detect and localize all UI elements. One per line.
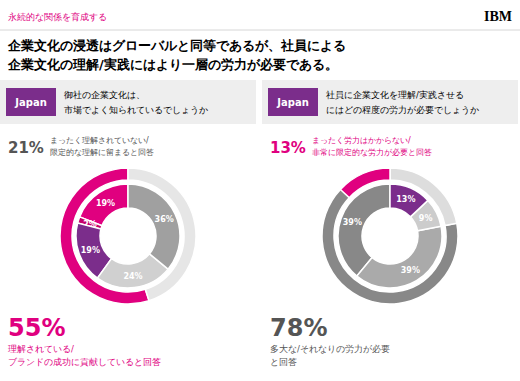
pie-panel: Japan御社の企業文化は、市場でよく知られているでしょうか19%2%19%24…: [0, 80, 256, 367]
data-label: 39%: [343, 218, 362, 227]
data-label: 13%: [396, 195, 415, 204]
annotation-value: 78%: [270, 314, 327, 342]
brand: IBM: [484, 9, 512, 24]
annotation-text: 多大な/それなりの労力が必要: [270, 344, 390, 354]
page: 永続的な関係を育成する IBM 企業文化の浸透はグローバルと同等であるが、社員による…: [0, 0, 520, 381]
question-band: [262, 80, 518, 124]
annotation-text: と回答: [270, 357, 297, 367]
annotation-value: 55%: [8, 314, 65, 342]
question: 社員に企業文化を理解/実践させる: [326, 90, 464, 100]
subtitle: 永続的な関係を育成する: [8, 12, 107, 22]
ring-segment: [322, 168, 458, 304]
title: 企業文化の理解/実践にはより一層の労力が必要である。: [7, 57, 338, 72]
annotation-text: 非常に限定的な労力が必要と回答: [312, 148, 432, 157]
data-label: 9%: [419, 214, 433, 223]
region-label: Japan: [276, 97, 309, 108]
annotation-value: 13%: [270, 139, 306, 157]
region-label: Japan: [14, 97, 47, 108]
annotation-text: まったく労力はかからない/: [312, 136, 411, 145]
annotation-text: まったく理解されていない/: [50, 136, 149, 145]
header-rule: [0, 30, 520, 31]
question: 市場でよく知られているでしょうか: [64, 105, 208, 115]
region-badge: [268, 88, 318, 116]
annotation-text: ブランドの成功に貢献していると回答: [8, 357, 161, 367]
ring-segment: [128, 168, 196, 301]
ring-segment: [60, 168, 149, 304]
annotation-text: 理解されている/: [8, 344, 74, 354]
data-label: 19%: [81, 246, 100, 255]
question: 御社の企業文化は、: [64, 90, 145, 100]
pie-panel: Japan 社員に企業文化を理解/実践させるにはどの程度の労力が必要でしょうか 39…: [262, 80, 518, 367]
region-badge: [6, 88, 56, 116]
annotation-text: 限定的な理解に留まると回答: [50, 148, 154, 157]
ring-segment: [390, 168, 457, 226]
question-band: [0, 80, 256, 124]
data-label: 36%: [155, 215, 174, 224]
ring-segment: [340, 168, 390, 198]
annotation-value: 21%: [8, 139, 44, 157]
data-label: 19%: [96, 199, 115, 208]
data-label: 24%: [123, 272, 142, 281]
question: にはどの程度の労力が必要でしょうか: [326, 105, 479, 115]
title: 企業文化の浸透はグローバルと同等であるが、社員による: [7, 38, 346, 53]
data-label: 39%: [401, 266, 420, 275]
ring-segment: [322, 168, 458, 304]
